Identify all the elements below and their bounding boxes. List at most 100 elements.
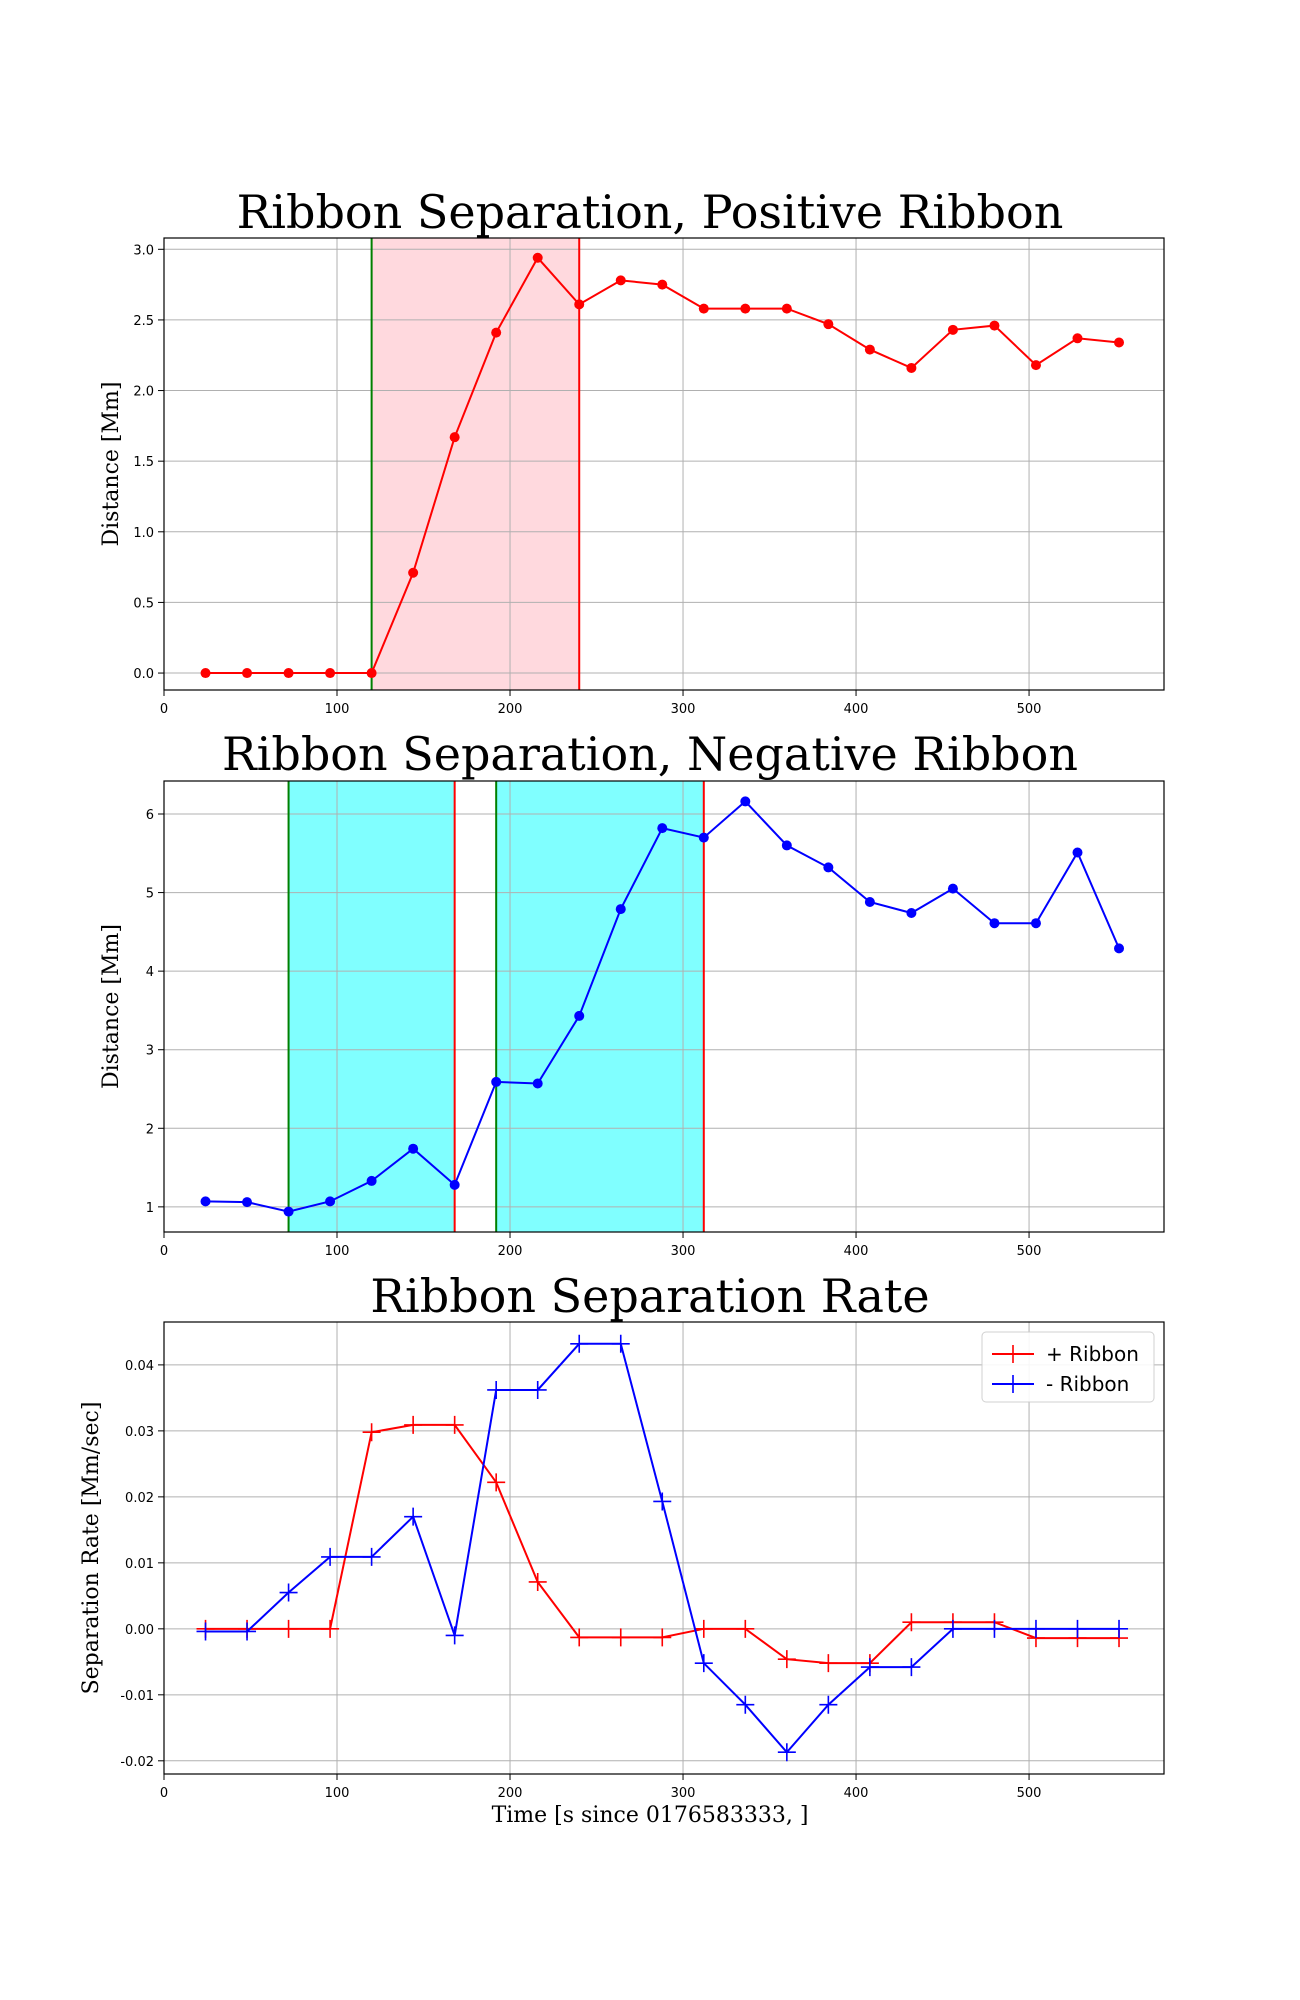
legend-label-0: + Ribbon [1046,1342,1139,1366]
data-point [445,1415,464,1434]
data-point [487,1473,506,1492]
data-point [321,1547,340,1566]
highlight-span-1 [496,781,704,1232]
legend-label-1: - Ribbon [1046,1372,1129,1396]
x-axis-label: Time [s since 0176583333, ] [492,1803,809,1828]
x-tick-label: 300 [671,1244,696,1259]
y-tick-label: 0.5 [133,596,154,611]
data-point [528,1380,547,1399]
data-point [694,1619,713,1638]
data-point [532,252,543,263]
data-point [698,303,709,314]
data-point [1072,333,1083,344]
data-point [404,1415,423,1434]
data-point [570,1334,589,1353]
data-point [279,1619,298,1638]
chart-title: Ribbon Separation, Positive Ribbon [237,185,1064,239]
data-point [408,567,419,578]
x-tick-label: 400 [844,1244,869,1259]
data-point [574,299,585,310]
axes-frame [163,237,1165,691]
data-point [1114,943,1125,954]
legend: + Ribbon - Ribbon [981,1331,1155,1403]
highlight-span-0 [288,781,455,1232]
data-point [200,668,211,679]
data-point [615,275,626,286]
y-tick-label: -0.01 [120,1689,154,1704]
data-point [740,796,751,807]
data-point [196,1622,215,1641]
data-point [1026,1619,1045,1638]
data-point [989,918,1000,929]
y-tick-label: 0.0 [133,667,154,682]
data-point [366,1175,377,1186]
data-point [242,1197,253,1208]
data-point [362,1423,381,1442]
data-point [860,1658,879,1677]
chart-title: Ribbon Separation Rate [370,1269,929,1323]
y-tick-label: 2 [146,1122,154,1137]
data-point [404,1507,423,1526]
y-tick-label: 0.00 [125,1623,154,1638]
x-tick-label: 500 [1017,1244,1042,1259]
data-point [445,1626,464,1645]
series-line-0 [205,1423,1120,1665]
data-point [902,1658,921,1677]
y-axis-label: Separation Rate [Mm/sec] [79,1402,104,1695]
data-point [781,840,792,851]
y-tick-label: -0.02 [120,1755,154,1770]
x-tick-label: 500 [1017,702,1042,717]
data-point [449,1179,460,1190]
y-tick-label: 2.0 [133,385,154,400]
data-point [279,1583,298,1602]
x-tick-label: 100 [325,1786,350,1801]
data-point [1110,1619,1129,1638]
data-point [657,279,668,290]
y-tick-label: 4 [146,965,154,980]
x-tick-label: 200 [498,1244,523,1259]
data-point [611,1334,630,1353]
data-point [902,1613,921,1632]
data-point [819,1695,838,1714]
x-tick-label: 500 [1017,1786,1042,1801]
data-point [532,1078,543,1089]
data-point [238,1622,257,1641]
data-point [1114,337,1125,348]
highlight-span-0 [371,238,580,690]
x-tick-label: 200 [498,1786,523,1801]
data-point [947,324,958,335]
y-tick-label: 2.5 [133,314,154,329]
data-point [366,668,377,679]
data-point [943,1619,962,1638]
data-point [1030,918,1041,929]
data-point [491,1076,502,1087]
y-tick-label: 1.0 [133,526,154,541]
data-point [283,668,294,679]
data-point [1068,1619,1087,1638]
data-point [740,303,751,314]
y-tick-label: 6 [146,808,154,823]
data-point [736,1695,755,1714]
y-tick-label: 0.02 [125,1491,154,1506]
data-point [200,1196,211,1207]
data-point [1030,360,1041,371]
positive-ribbon-panel: Ribbon Separation, Positive Ribbon 0 100 20… [99,185,1165,717]
data-point [321,1619,340,1638]
y-tick-label: 3.0 [133,243,154,258]
data-point [985,1619,1004,1638]
x-tick-label: 400 [844,702,869,717]
y-tick-label: 5 [146,887,154,902]
y-tick-label: 1.5 [133,455,154,470]
y-tick-label: 0.03 [125,1425,154,1440]
data-point [989,320,1000,331]
data-point [449,432,460,443]
x-tick-label: 0 [160,702,168,717]
data-point [864,344,875,355]
series-line-1 [205,1342,1120,1754]
y-tick-label: 1 [146,1201,154,1216]
data-point [653,1628,672,1647]
axes-frame [163,780,1165,1233]
plot-area [164,1322,1164,1774]
x-tick-label: 300 [671,1786,696,1801]
